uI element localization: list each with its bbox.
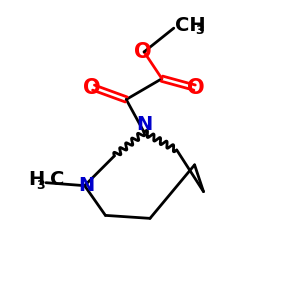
Text: O: O [83, 78, 101, 98]
Text: C: C [50, 170, 65, 189]
Text: O: O [187, 78, 205, 98]
Text: O: O [134, 42, 152, 62]
Text: 3: 3 [195, 24, 204, 37]
Text: H: H [28, 170, 44, 189]
Text: 3: 3 [36, 178, 44, 192]
Text: CH: CH [175, 16, 206, 35]
Text: N: N [136, 115, 152, 134]
Text: N: N [78, 176, 94, 195]
